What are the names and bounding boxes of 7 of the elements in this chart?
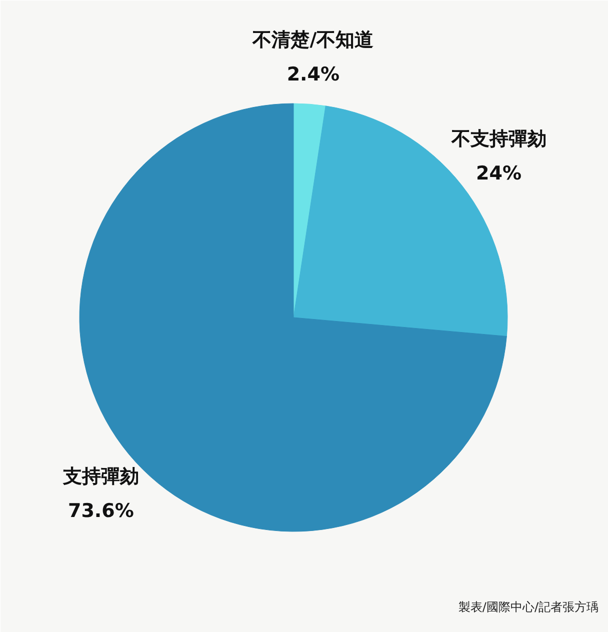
data-label: 24%	[476, 162, 522, 184]
slice-label: 不支持彈劾	[450, 128, 546, 150]
slice-label: 不清楚/不知道	[252, 29, 374, 52]
slice-label: 支持彈劾	[62, 466, 139, 488]
text: 製表/國際中心/記者張方瑀	[458, 600, 599, 614]
data-label: 2.4%	[286, 63, 340, 86]
data-label: 73.6%	[68, 500, 134, 522]
